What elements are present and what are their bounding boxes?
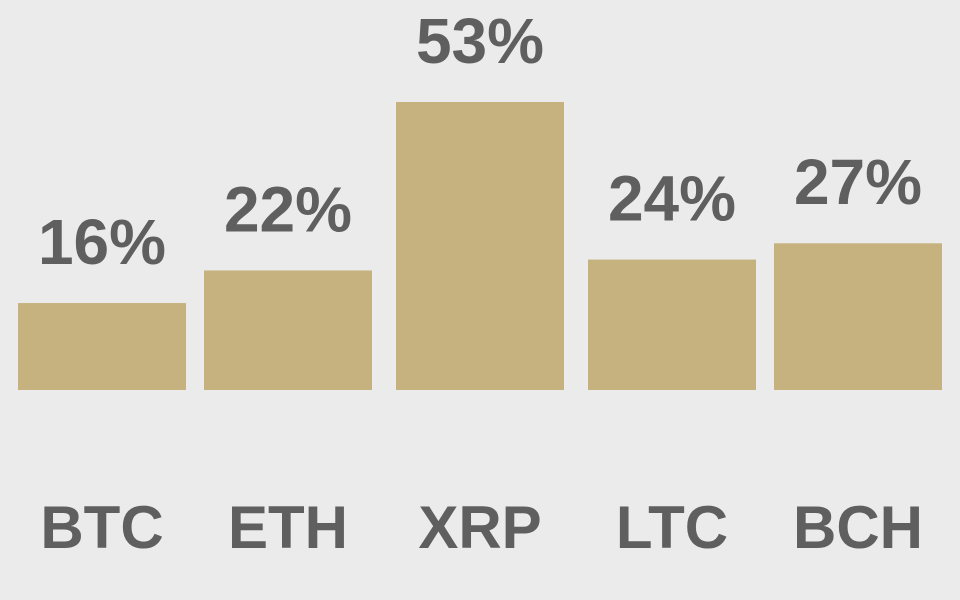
bar [204, 270, 372, 390]
bar [396, 102, 564, 390]
bar [18, 303, 186, 390]
value-label: 53% [416, 5, 544, 77]
bar [774, 243, 942, 390]
x-tick-label: BTC [40, 494, 163, 561]
x-tick-label: ETH [228, 494, 348, 561]
x-tick-label: XRP [418, 494, 541, 561]
bar [588, 259, 756, 390]
value-label: 16% [38, 206, 166, 278]
value-label: 27% [794, 146, 922, 218]
x-tick-label: BCH [793, 494, 923, 561]
x-tick-label: LTC [616, 494, 728, 561]
value-label: 24% [608, 162, 736, 234]
value-label: 22% [224, 173, 352, 245]
